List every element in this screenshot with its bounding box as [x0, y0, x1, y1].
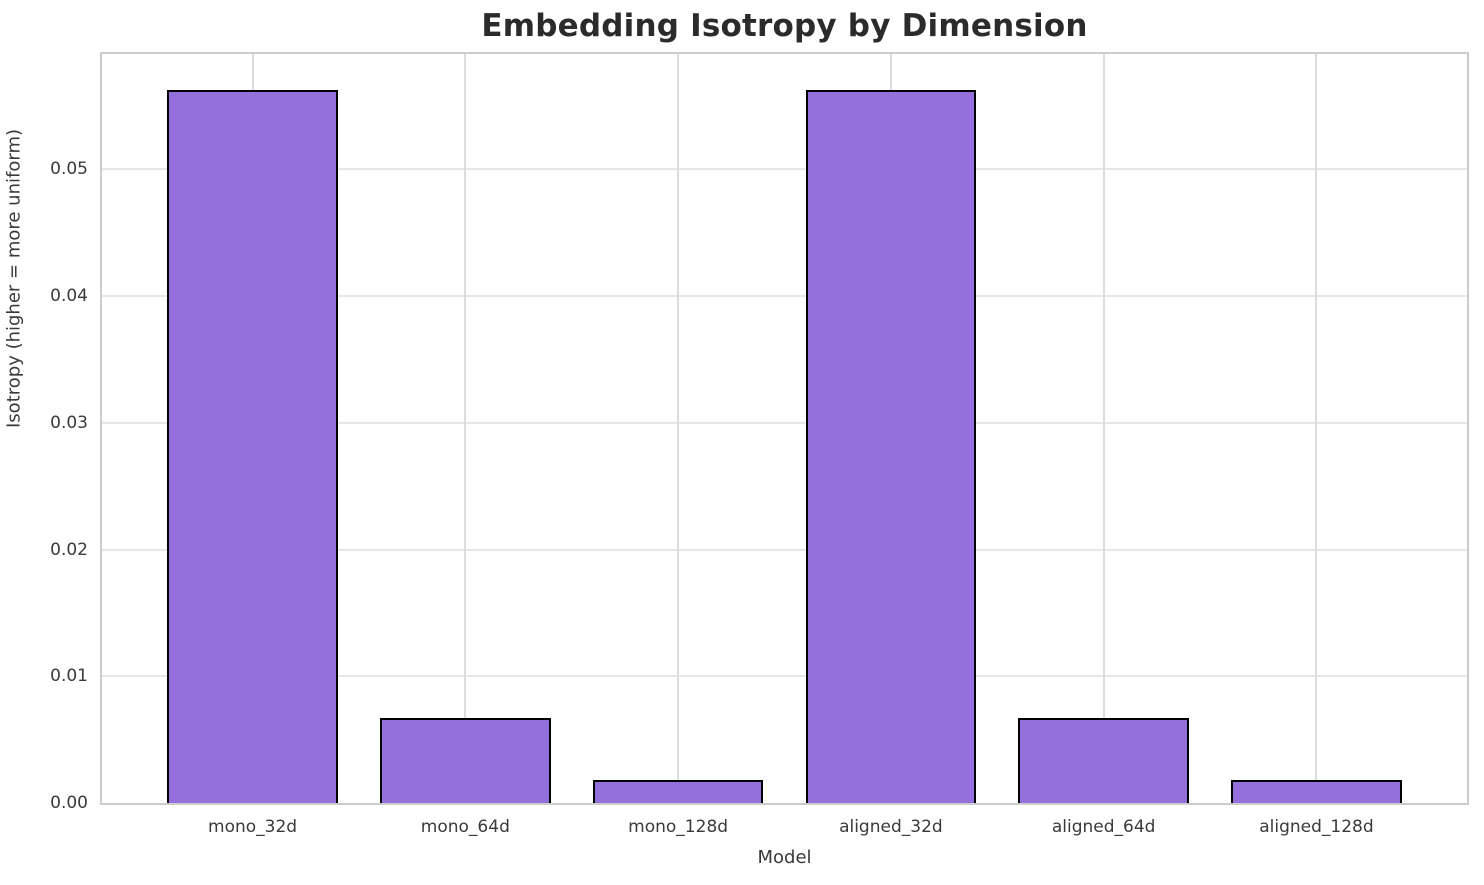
x-axis-label: Model: [757, 847, 812, 868]
h-gridline-0.03: [102, 421, 1467, 424]
v-gridline-aligned_128d: [1315, 54, 1318, 803]
bar-mono_64d: [380, 718, 551, 803]
x-tick-label-aligned_128d: aligned_128d: [1259, 817, 1374, 837]
v-gridline-mono_64d: [464, 54, 467, 803]
x-tick-label-aligned_64d: aligned_64d: [1051, 817, 1156, 837]
h-gridline-0.01: [102, 675, 1467, 678]
plot-area: [100, 52, 1469, 805]
v-gridline-aligned_64d: [1102, 54, 1105, 803]
x-tick-label-mono_32d: mono_32d: [208, 817, 298, 837]
bar-mono_32d: [167, 89, 338, 803]
h-gridline-0.02: [102, 548, 1467, 551]
y-tick-label-0.05: 0.05: [50, 159, 88, 180]
bar-mono_128d: [592, 780, 764, 803]
bar-aligned_64d: [1018, 718, 1189, 803]
y-tick-label-0.01: 0.01: [50, 666, 88, 687]
bar-aligned_32d: [805, 89, 977, 803]
y-tick-label-0.04: 0.04: [50, 286, 88, 307]
y-tick-label-0.02: 0.02: [50, 539, 88, 560]
x-tick-label-mono_128d: mono_128d: [628, 817, 729, 837]
y-tick-label-0.00: 0.00: [50, 793, 88, 813]
x-tick-label-aligned_32d: aligned_32d: [839, 817, 943, 837]
y-tick-label-0.03: 0.03: [50, 412, 88, 433]
bar-aligned_128d: [1231, 780, 1402, 803]
v-gridline-mono_128d: [677, 54, 680, 803]
chart-title: Embedding Isotropy by Dimension: [481, 8, 1088, 44]
h-gridline-0.05: [102, 168, 1467, 171]
h-gridline-0.04: [102, 295, 1467, 298]
x-tick-label-mono_64d: mono_64d: [420, 817, 510, 837]
